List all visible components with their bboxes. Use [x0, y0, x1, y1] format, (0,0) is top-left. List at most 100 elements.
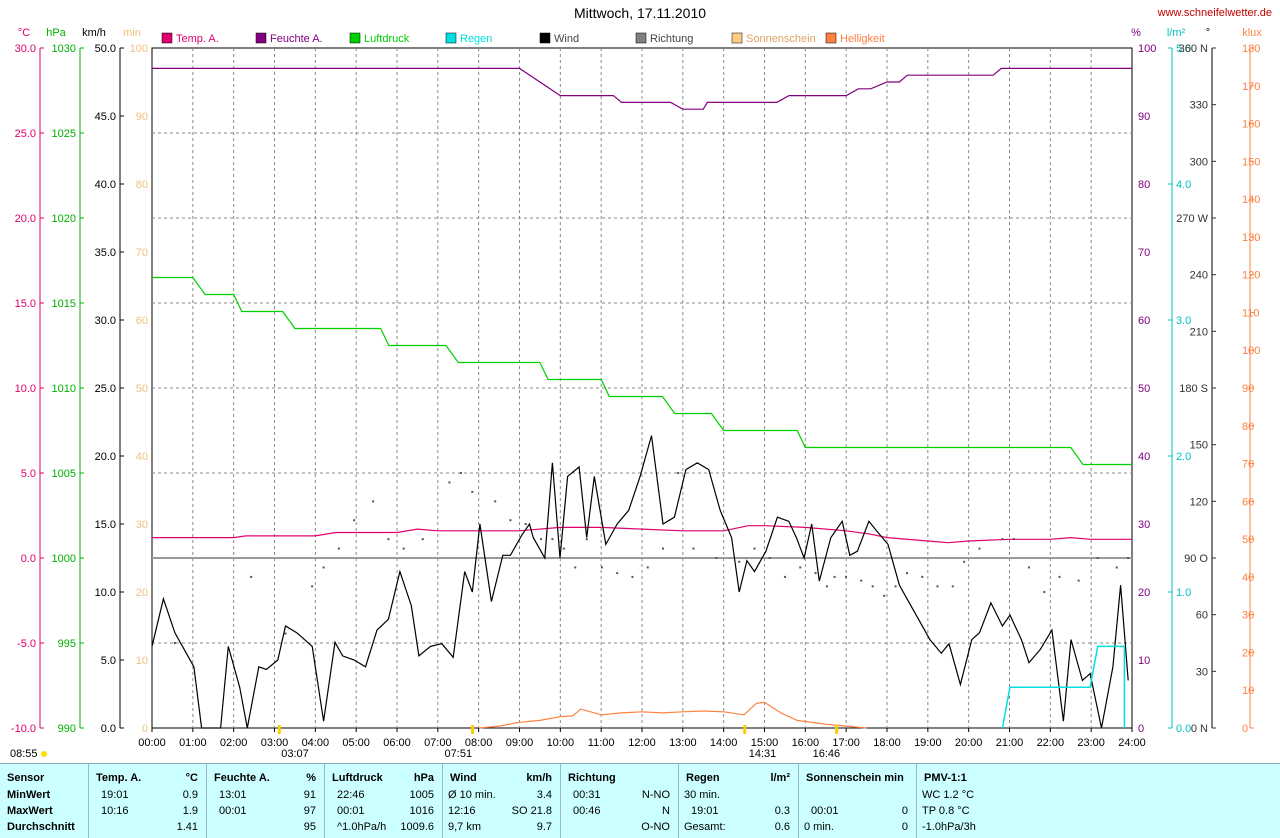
stats-cell-time: TP 0.8 °C: [922, 805, 970, 817]
direction-tick-label: 0 N: [1191, 723, 1208, 735]
legend-label-7: Helligkeit: [840, 33, 885, 45]
wind-tick-label: 35.0: [95, 247, 116, 259]
x-tick-label: 18:00: [873, 737, 901, 749]
wind-tick-label: 15.0: [95, 519, 116, 531]
x-tick-label: 12:00: [628, 737, 656, 749]
lux-tick-label: 80: [1242, 421, 1254, 433]
stats-cell-time: 0 min.: [804, 821, 834, 833]
stats-cell-time: 00:01: [337, 805, 365, 817]
stats-col-title: Wind: [450, 772, 477, 784]
stats-cell-value: N-NO: [641, 789, 670, 801]
direction-dot: [646, 566, 649, 569]
stats-col-8: PMV-1:1 WC 1.2 °C TP 0.8 °C -1.0hPa/3h: [916, 764, 1036, 838]
direction-dot: [825, 585, 828, 588]
direction-dot: [833, 575, 836, 578]
stats-cell-time: 19:01: [101, 789, 129, 801]
humidity-unit-label: %: [1131, 27, 1141, 39]
pressure-tick-label: 995: [58, 638, 76, 650]
lux-tick-label: 160: [1242, 119, 1260, 131]
direction-dot: [372, 500, 375, 503]
temp-tick-label: 5.0: [21, 468, 36, 480]
stats-col-title: Richtung: [568, 772, 616, 784]
x-tick-label: 01:00: [179, 737, 207, 749]
direction-dot: [551, 538, 554, 541]
wind-tick-label: 25.0: [95, 383, 116, 395]
transit-label: 14:31: [749, 748, 777, 760]
direction-dot: [402, 547, 405, 550]
temp-tick-label: -10.0: [11, 723, 36, 735]
stats-cell-value: 1016: [409, 805, 434, 817]
temp-tick-label: 20.0: [15, 213, 36, 225]
direction-dot: [1096, 557, 1099, 559]
direction-tick-label: 210: [1190, 326, 1208, 338]
direction-dot: [600, 566, 603, 569]
rain-tick-label: 2.0: [1176, 451, 1191, 463]
wind-unit-label: km/h: [82, 27, 106, 39]
stats-cell-value: 1009.6: [400, 821, 434, 833]
sun-tick-label: 30: [136, 519, 148, 531]
rain-tick-label: 0.0: [1176, 723, 1191, 735]
temp-tick-label: -5.0: [17, 638, 36, 650]
stats-row-label: Durchschnitt: [7, 821, 75, 833]
sun-tick-label: 70: [136, 247, 148, 259]
plot-area: [151, 67, 1132, 729]
stats-col-unit: l/m²: [770, 772, 790, 784]
direction-dot: [738, 560, 741, 563]
legend-swatch-0: [161, 32, 173, 44]
x-tick-label: 17:00: [832, 737, 860, 749]
site-url[interactable]: www.schneifelwetter.de: [1157, 7, 1272, 19]
legend-label-1: Feuchte A.: [270, 33, 323, 45]
direction-tick-label: 180 S: [1179, 383, 1208, 395]
stats-panel: Sensor MinWert MaxWert Durchschnitt Temp. A.…: [0, 763, 1280, 838]
direction-dot: [448, 481, 451, 484]
stats-cell-time: 22:46: [337, 789, 365, 801]
rain-tick-label: 5.0: [1176, 43, 1191, 55]
direction-dot: [631, 575, 634, 578]
x-tick-label: 13:00: [669, 737, 697, 749]
direction-dot: [871, 585, 874, 588]
pressure-unit-label: hPa: [46, 27, 66, 39]
pressure-tick-label: 1000: [52, 553, 76, 565]
sun-tick-label: 20: [136, 587, 148, 599]
lux-tick-label: 90: [1242, 383, 1254, 395]
direction-dot: [1012, 538, 1015, 541]
direction-dot: [494, 500, 497, 503]
direction-dot: [894, 585, 897, 588]
stats-row-label: MaxWert: [7, 805, 53, 817]
direction-dot: [1028, 566, 1031, 569]
lux-tick-label: 180: [1242, 43, 1260, 55]
direction-dot: [616, 572, 619, 575]
direction-dot: [692, 547, 695, 550]
direction-dot: [574, 566, 577, 569]
dawn-start-label: 08:55: [10, 748, 38, 760]
direction-dot: [860, 579, 863, 582]
stats-cell-value: 97: [303, 805, 316, 817]
twilight_start-label: 03:07: [281, 748, 309, 760]
x-tick-label: 23:00: [1077, 737, 1105, 749]
x-tick-label: 02:00: [220, 737, 248, 749]
x-tick-label: 08:00: [465, 737, 493, 749]
stats-col-title: Regen: [686, 772, 720, 784]
direction-dot: [353, 519, 356, 522]
legend-label-4: Wind: [554, 33, 579, 45]
direction-tick-label: 120: [1190, 496, 1208, 508]
x-tick-label: 24:00: [1118, 737, 1146, 749]
temp-unit-label: °C: [18, 27, 30, 39]
stats-col-5: Richtung 00:31 N-NO 00:46 N O-NO: [560, 764, 678, 838]
direction-dot: [753, 547, 756, 550]
direction-tick-label: 240: [1190, 270, 1208, 282]
legend-swatch-5: [635, 32, 647, 44]
direction-dot: [509, 519, 512, 522]
humidity-tick-label: 20: [1138, 587, 1150, 599]
stats-cell-time: ^1.0hPa/h: [337, 821, 387, 833]
sun-tick-label: 40: [136, 451, 148, 463]
stats-col-title: Feuchte A.: [214, 772, 270, 784]
stats-cell-time: 9,7 km: [448, 821, 482, 833]
x-tick-label: 09:00: [506, 737, 534, 749]
stats-col-2: Feuchte A.% 13:01 91 00:01 97 95: [206, 764, 324, 838]
temp-tick-label: 25.0: [15, 128, 36, 140]
legend-label-5: Richtung: [650, 33, 693, 45]
humidity-tick-label: 60: [1138, 315, 1150, 327]
direction-dot: [936, 585, 939, 588]
stats-cell-value: 91: [303, 789, 316, 801]
